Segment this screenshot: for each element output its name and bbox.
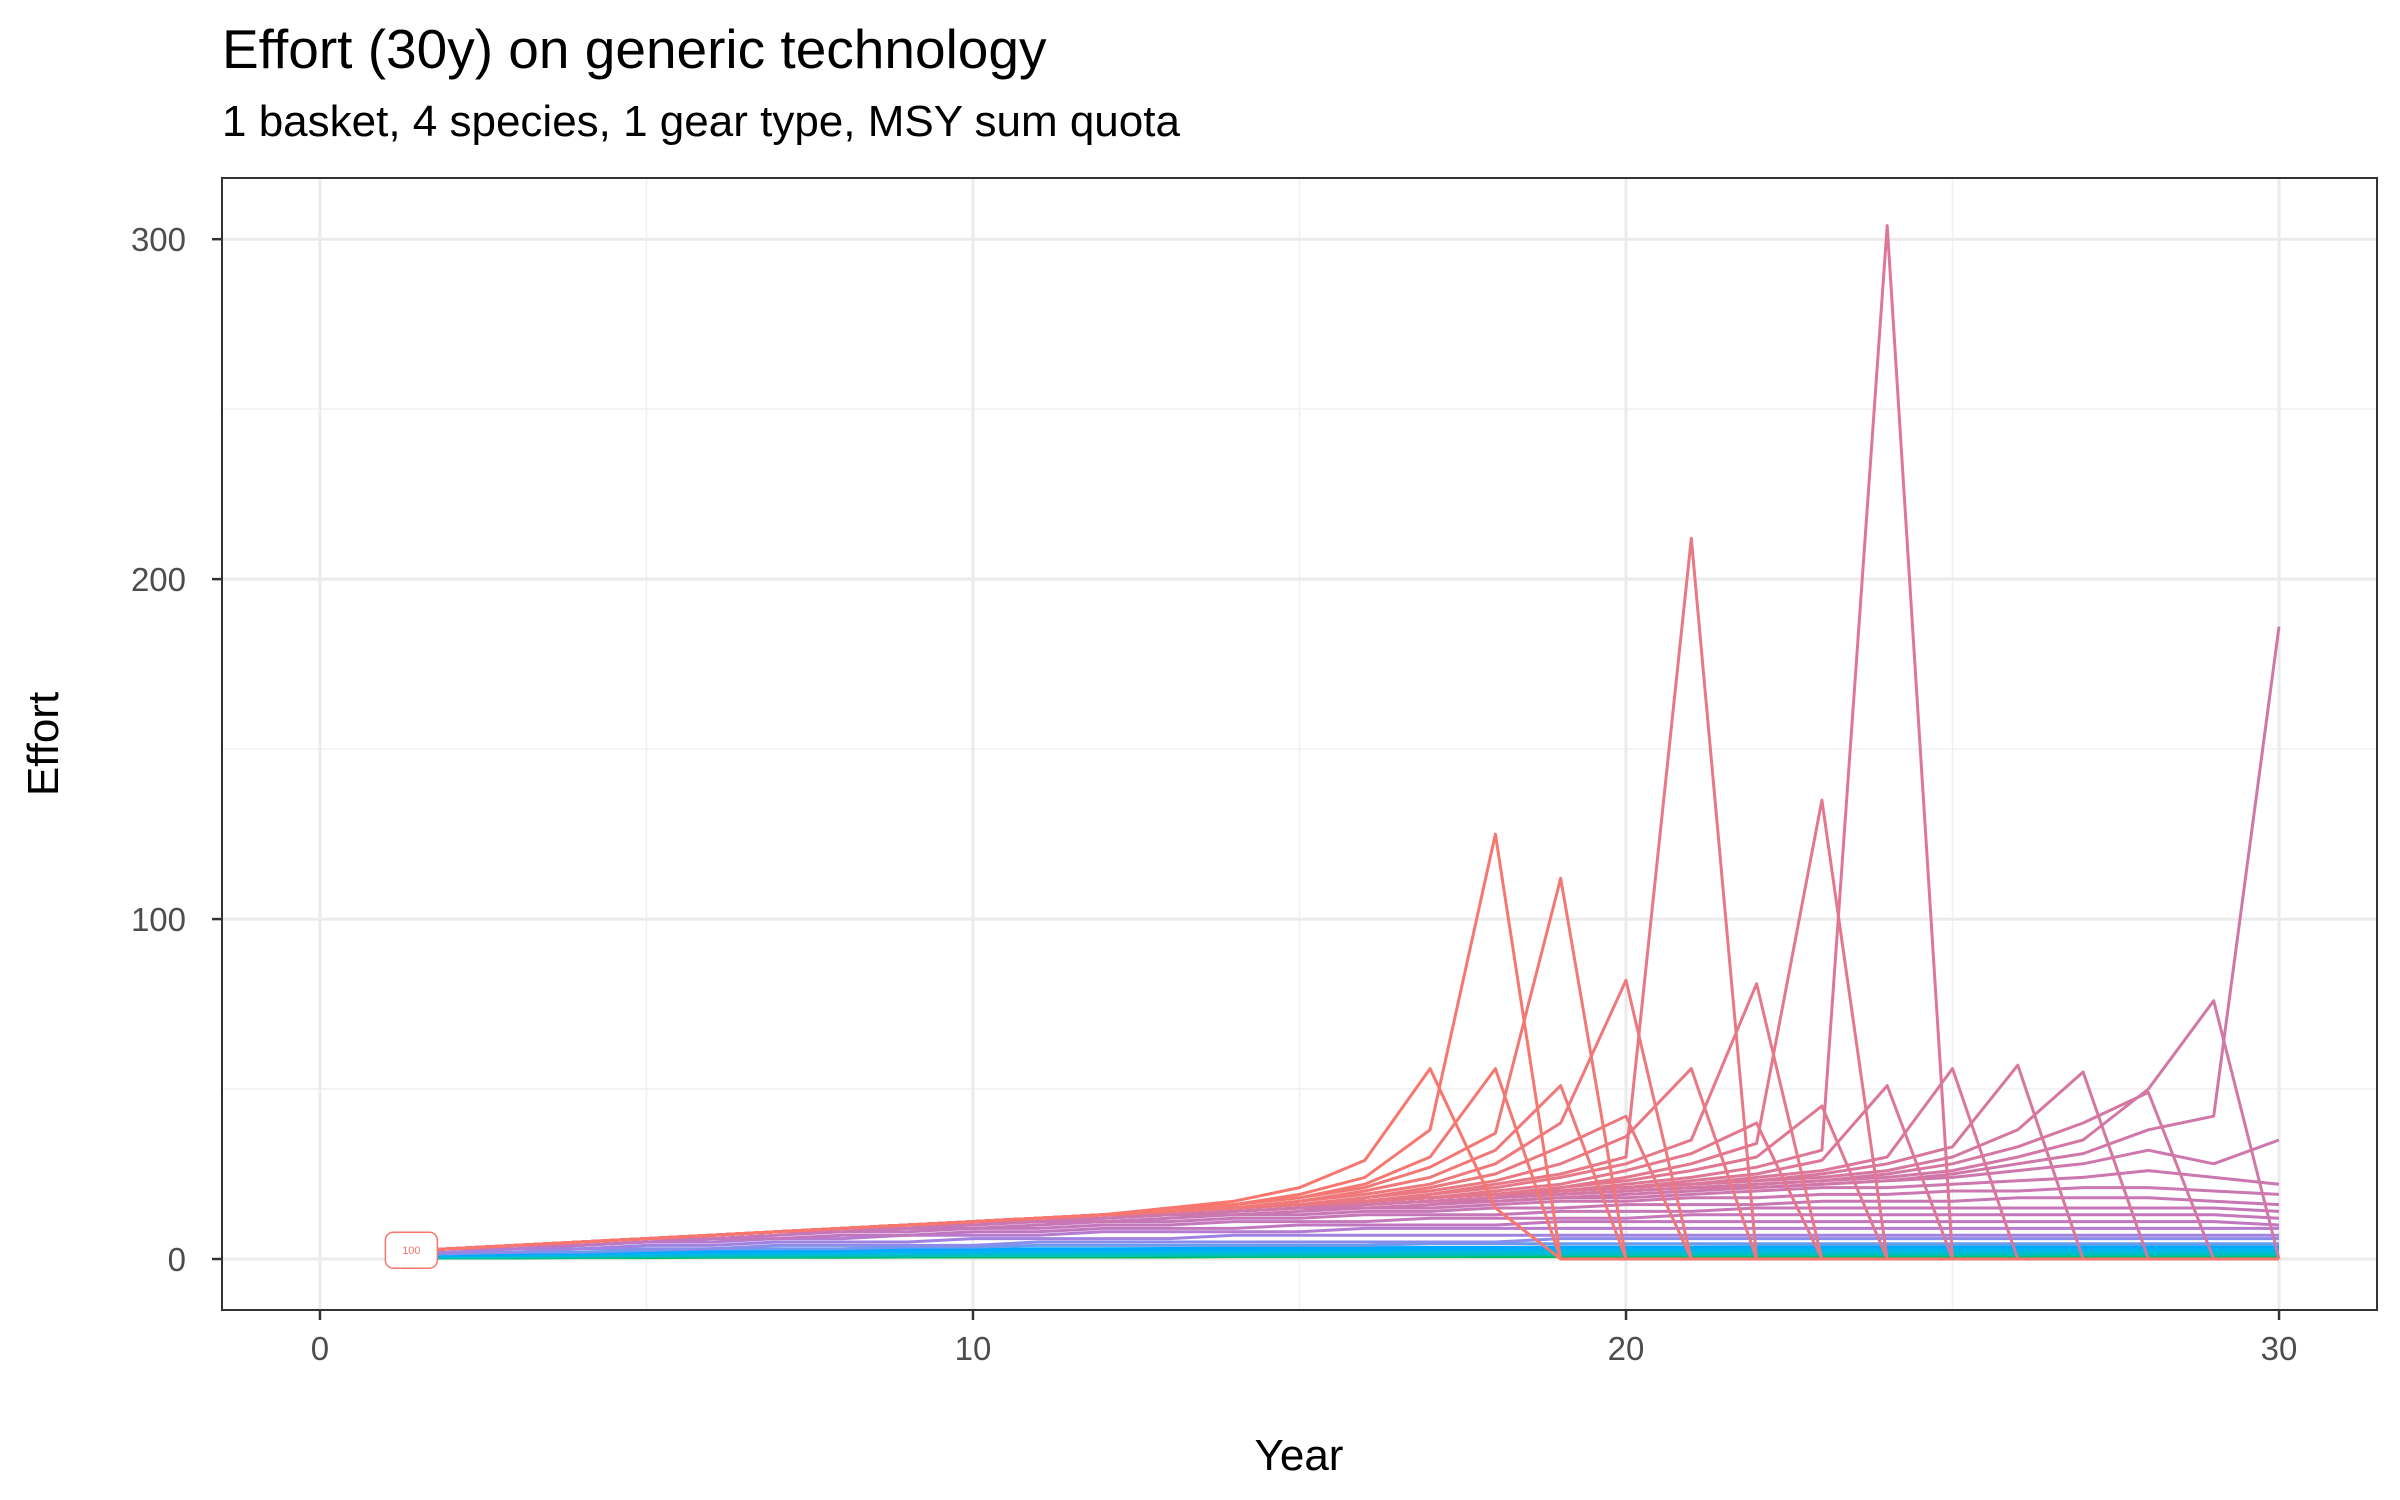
series-line: [385, 1245, 2279, 1258]
y-tick-label: 0: [168, 1241, 186, 1278]
series-line: [385, 536, 2279, 1261]
x-tick-label: 20: [1608, 1330, 1645, 1367]
series-line: [385, 1067, 2279, 1261]
series-lines: [385, 224, 2281, 1261]
x-axis-title: Year: [1255, 1431, 1344, 1480]
series-line: [385, 1213, 2280, 1254]
series-line: [385, 1233, 2279, 1256]
gridlines: [222, 178, 2377, 1310]
x-tick-label: 0: [311, 1330, 329, 1367]
y-tick-label: 100: [131, 901, 186, 938]
y-axis-title: Effort: [19, 692, 68, 796]
chart-title: Effort (30y) on generic technology: [222, 18, 1047, 80]
series-line: [385, 224, 2279, 1261]
series-line: [385, 1237, 2279, 1256]
label-box-text: 100: [402, 1245, 420, 1257]
annotations: 100: [384, 1231, 439, 1269]
x-tick-label: 30: [2261, 1330, 2298, 1367]
plot-panel-border: [221, 177, 2378, 1311]
chart-subtitle: 1 basket, 4 species, 1 gear type, MSY su…: [222, 97, 1180, 146]
x-tick-label: 10: [955, 1330, 992, 1367]
series-line: [385, 626, 2281, 1254]
label-box: [384, 1231, 439, 1269]
series-line: [385, 1226, 2279, 1254]
y-tick-label: 200: [131, 561, 186, 598]
y-tick-label: 300: [131, 221, 186, 258]
